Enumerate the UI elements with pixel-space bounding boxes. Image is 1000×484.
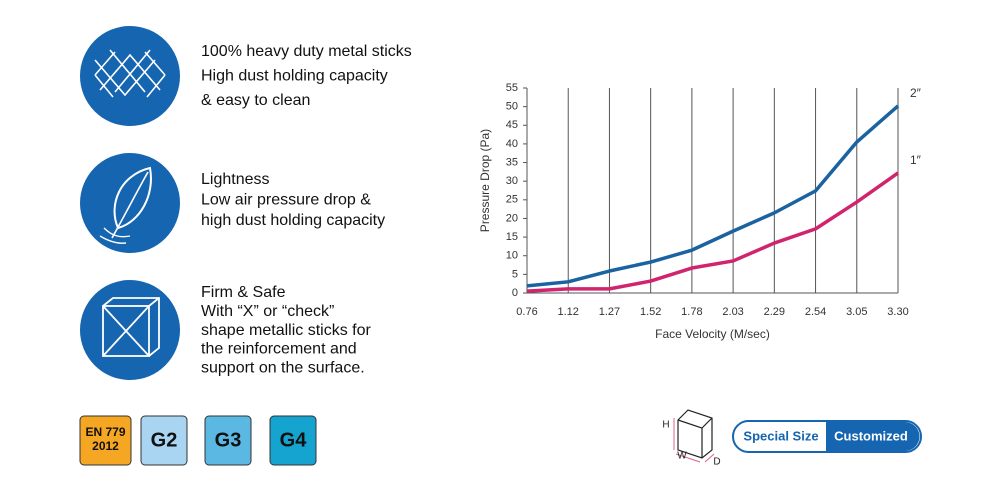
x-tick-label: 3.30 [887, 306, 908, 318]
legend-label: 2″ [910, 86, 922, 100]
content: 100% heavy duty metal sticks High dust ho… [79, 43, 922, 468]
series-line [526, 171, 900, 293]
y-tick-label: 35 [506, 156, 518, 168]
frame-icon [80, 280, 180, 380]
y-tick-label: 55 [506, 82, 518, 94]
y-tick-label: 40 [506, 138, 518, 150]
y-tick-label: 25 [506, 194, 518, 206]
dimension-label: W [677, 451, 687, 462]
y-tick-label: 30 [506, 175, 518, 187]
x-tick-label: 2.03 [722, 306, 743, 318]
x-tick-label: 1.12 [558, 306, 579, 318]
y-tick-label: 15 [506, 231, 518, 243]
feature-text: Firm & Safe [201, 284, 286, 301]
feature-text: high dust holding capacity [201, 212, 385, 229]
feature-text: & easy to clean [201, 92, 310, 109]
x-tick-label: 1.52 [640, 306, 661, 318]
standard-text: 2012 [92, 439, 119, 453]
standard-text: EN 779 [85, 425, 125, 439]
y-tick-label: 5 [512, 268, 518, 280]
y-tick-label: 0 [512, 287, 518, 299]
x-tick-label: 1.78 [681, 306, 702, 318]
grade-badge [204, 415, 252, 466]
x-axis-title: Face Velocity (M/sec) [655, 327, 770, 341]
grade-label: G3 [215, 429, 242, 451]
y-tick-label: 20 [506, 212, 518, 224]
feature-text: Lightness [201, 171, 270, 188]
y-tick-label: 50 [506, 101, 518, 113]
y-tick-label: 45 [506, 119, 518, 131]
size-option: Special Size [743, 428, 818, 443]
feature-text: support on the surface. [201, 359, 365, 376]
standard-badge [79, 415, 132, 466]
feature-text: High dust holding capacity [201, 68, 388, 85]
x-tick-label: 0.76 [516, 306, 537, 318]
net-icon [80, 26, 180, 126]
x-tick-label: 2.54 [805, 306, 826, 318]
dimension-label: H [662, 420, 669, 431]
x-tick-label: 3.05 [846, 306, 867, 318]
size-icon [673, 409, 715, 463]
chart: 0 5 10 15 20 25 30 35 40 45 50 55 0.76 1.12 1.27 1.52 1.… [478, 82, 922, 341]
feature-text: 100% heavy duty metal sticks [201, 43, 412, 60]
feature-text: With “X” or “check” [201, 303, 334, 320]
size-option: Customized [834, 428, 908, 443]
x-tick-label: 2.29 [764, 306, 785, 318]
feature-text: shape metallic sticks for [201, 322, 372, 339]
grade-badge [269, 415, 317, 466]
grade-label: G4 [280, 429, 308, 451]
feature-text: the reinforcement and [201, 341, 357, 358]
size-pill-right [826, 422, 920, 451]
x-tick-label: 1.27 [599, 306, 620, 318]
dimension-label: D [713, 457, 720, 468]
legend-label: 1″ [910, 153, 922, 167]
grade-label: G2 [151, 429, 178, 451]
feather-icon [80, 153, 180, 253]
grade-badge [140, 415, 188, 466]
y-axis-title: Pressure Drop (Pa) [478, 129, 492, 232]
series-line [526, 104, 900, 288]
feature-text: Low air pressure drop & [201, 192, 371, 209]
y-tick-label: 10 [506, 250, 518, 262]
